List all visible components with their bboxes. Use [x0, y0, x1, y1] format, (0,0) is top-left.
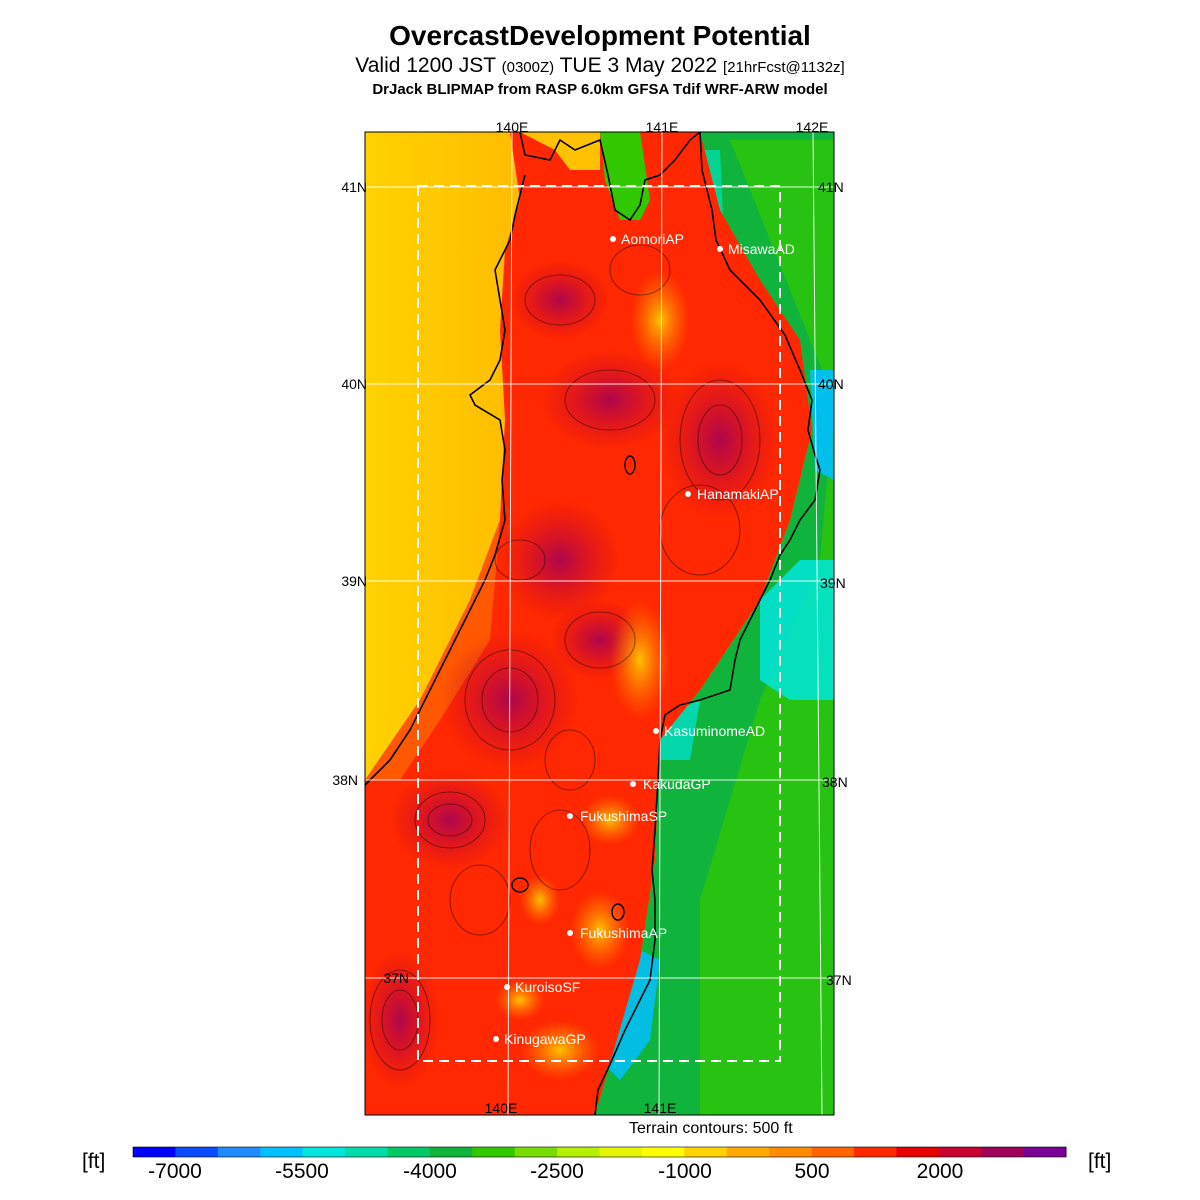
inner-domain-box	[417, 185, 781, 1062]
station-label-hanamakiap: HanamakiAP	[697, 486, 779, 502]
colorbar-swatch	[1023, 1147, 1067, 1157]
colorbar-tick-label: -5500	[275, 1160, 329, 1183]
coastline	[364, 131, 821, 1116]
colorbar-swatch	[599, 1147, 643, 1157]
colorbar-swatch	[217, 1147, 261, 1157]
station-layer: AomoriAP MisawaAD HanamakiAP KasuminomeA…	[493, 231, 795, 1047]
colorbar-swatch	[641, 1147, 685, 1157]
station-marker-fukushimaap	[567, 930, 573, 936]
station-label-kinugawagp: KinugawaGP	[504, 1031, 586, 1047]
lon-label-bottom-140e: 140E	[485, 1100, 518, 1116]
station-label-misawaad: MisawaAD	[728, 241, 795, 257]
valid-utc: (0300Z)	[501, 59, 555, 76]
lake-tazawa	[624, 455, 636, 475]
colorbar-tick-label: -1000	[658, 1160, 712, 1183]
colorbar-tick-label: 500	[794, 1160, 830, 1183]
lat-label-right-39n: 39N	[820, 575, 846, 591]
lat-label-left-41n: 41N	[341, 179, 367, 195]
station-label-fukushimaap: FukushimaAP	[580, 925, 667, 941]
colorbar-swatch	[981, 1147, 1025, 1157]
valid-main: Valid 1200 JST	[355, 54, 496, 77]
lon-label-bottom-141e: 141E	[644, 1100, 677, 1116]
colorbar-swatch	[514, 1147, 558, 1157]
colorbar-swatch	[302, 1147, 346, 1157]
station-marker-kasuminomead	[653, 728, 659, 734]
colorbar-tick-label: 2000	[916, 1160, 964, 1183]
station-marker-kuroisosf	[504, 984, 510, 990]
lon-label-top-142e: 142E	[796, 119, 829, 135]
colorbar-swatch	[429, 1147, 473, 1157]
lat-label-left-40n: 40N	[341, 376, 367, 392]
station-marker-fukushimasp	[567, 813, 573, 819]
station-label-aomoriap: AomoriAP	[621, 231, 684, 247]
colorbar-swatch	[726, 1147, 770, 1157]
station-label-kuroisosf: KuroisoSF	[515, 979, 580, 995]
station-marker-hanamakiap	[685, 491, 691, 497]
colorbar-swatch	[175, 1147, 219, 1157]
lon-label-top-140e: 140E	[496, 119, 529, 135]
colorbar-swatch	[345, 1147, 388, 1157]
lat-label-right-41n: 41N	[818, 179, 844, 195]
chart-title: OvercastDevelopment Potential	[389, 20, 811, 51]
lat-label-right-37n: 37N	[826, 972, 852, 988]
colorbar-swatch	[684, 1147, 728, 1157]
colorbar-tick-label: -2500	[530, 1160, 584, 1183]
colorbar	[132, 1146, 1067, 1158]
lat-label-right-40n: 40N	[818, 376, 844, 392]
station-label-kakudagp: KakudaGP	[643, 776, 711, 792]
terrain-contour-note: Terrain contours: 500 ft	[629, 1120, 793, 1137]
colorbar-frame	[132, 1146, 1067, 1158]
colorbar-swatch	[769, 1147, 813, 1157]
lat-label-right-38n: 38N	[822, 774, 848, 790]
forecast-info: [21hrFcst@1132z]	[723, 59, 845, 76]
valid-date: TUE 3 May 2022	[559, 54, 718, 77]
colorbar-unit-right: [ft]	[1088, 1150, 1112, 1173]
lon-label-top-141e: 141E	[646, 119, 679, 135]
model-credit: DrJack BLIPMAP from RASP 6.0km GFSA Tdif…	[372, 81, 828, 98]
colorbar-swatch	[557, 1147, 600, 1157]
station-label-kasuminomead: KasuminomeAD	[664, 723, 765, 739]
colorbar-tick-label: -7000	[148, 1160, 202, 1183]
lat-label-left-39n: 39N	[341, 573, 367, 589]
map-frame	[364, 131, 835, 1116]
colorbar-swatch	[811, 1147, 855, 1157]
station-label-fukushimasp: FukushimaSP	[580, 808, 667, 824]
colorbar-unit-left: [ft]	[82, 1150, 106, 1173]
lat-label-left-37n: 37N	[383, 970, 409, 986]
station-marker-kakudagp	[630, 781, 636, 787]
colorbar-swatch	[472, 1147, 516, 1157]
valid-time: Valid 1200 JST (0300Z) TUE 3 May 2022 [2…	[0, 54, 1200, 78]
station-marker-kinugawagp	[493, 1036, 499, 1042]
colorbar-swatch	[387, 1147, 431, 1157]
colorbar-swatch	[260, 1147, 304, 1157]
lat-label-left-38n: 38N	[332, 772, 358, 788]
colorbar-swatch	[133, 1147, 176, 1157]
colorbar-swatch	[938, 1147, 982, 1157]
colorbar-tick-label: -4000	[403, 1160, 457, 1183]
terrain-contours	[369, 244, 761, 1071]
colorbar-swatch	[853, 1147, 897, 1157]
station-marker-aomoriap	[610, 236, 616, 242]
lake-inawashiro	[511, 877, 529, 893]
colorbar-swatch	[896, 1147, 940, 1157]
map-fill-layer	[365, 132, 834, 1115]
station-marker-misawaad	[717, 246, 723, 252]
